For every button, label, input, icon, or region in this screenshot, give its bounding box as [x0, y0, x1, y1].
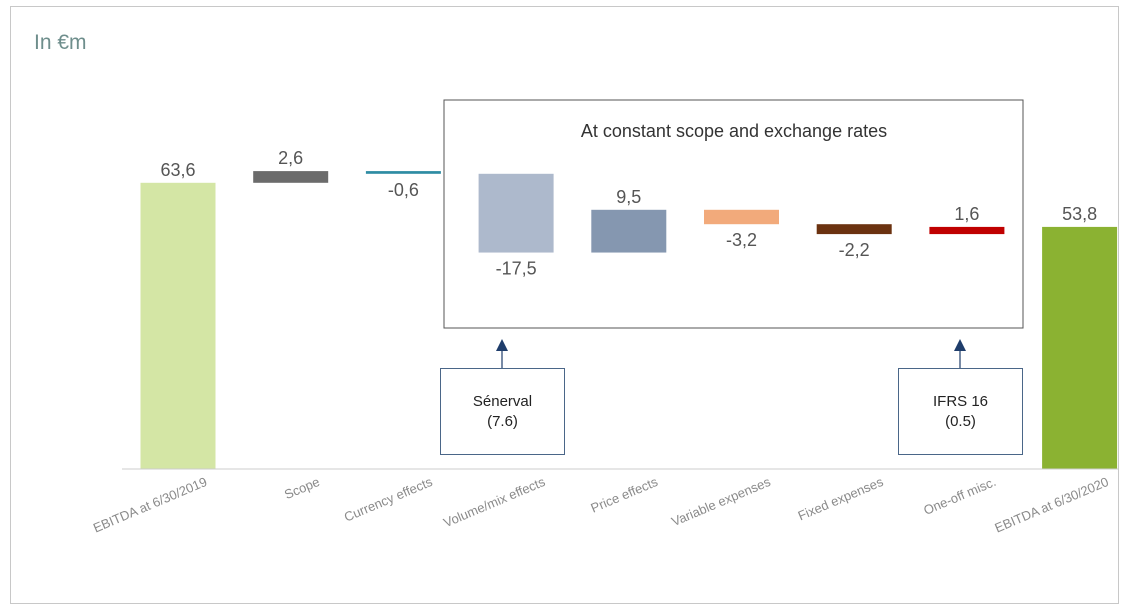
callout-ifrs16-value: (0.5) [945, 412, 976, 430]
value-label-1: 2,6 [278, 148, 303, 168]
bar-6 [816, 224, 892, 235]
callout-senerval: Sénerval (7.6) [440, 368, 565, 455]
callout-ifrs16-name: IFRS 16 [932, 392, 989, 410]
callout-senerval-value: (7.6) [487, 412, 518, 430]
x-tick-label-3: Volume/mix effects [441, 474, 548, 531]
bar-1 [253, 171, 329, 183]
x-tick-label-5: Variable expenses [669, 474, 773, 529]
value-label-2: -0,6 [388, 180, 419, 200]
bar-8 [1042, 226, 1118, 469]
chart-frame [10, 6, 1119, 604]
value-label-5: -3,2 [726, 230, 757, 250]
bar-2 [365, 171, 441, 174]
value-label-6: -2,2 [839, 240, 870, 260]
value-label-8: 53,8 [1062, 204, 1097, 224]
callout-senerval-name: Sénerval [472, 392, 533, 410]
ticks-layer: EBITDA at 6/30/2019 Scope Currency effects… [91, 474, 1111, 536]
value-label-3: -17,5 [496, 259, 537, 279]
bar-5 [704, 209, 779, 225]
value-label-4: 9,5 [616, 187, 641, 207]
x-tick-label-6: Fixed expenses [796, 474, 886, 524]
arrow-up-icon [954, 339, 966, 351]
arrow-senerval [496, 339, 508, 368]
constant-scope-box-title: At constant scope and exchange rates [581, 121, 887, 141]
bar-4 [591, 209, 667, 253]
value-label-0: 63,6 [160, 160, 195, 180]
callout-ifrs16: IFRS 16 (0.5) [898, 368, 1023, 455]
x-tick-label-1: Scope [282, 474, 322, 502]
bars-layer [140, 171, 1118, 470]
x-tick-label-8: EBITDA at 6/30/2020 [992, 474, 1110, 536]
x-tick-label-7: One-off misc. [921, 474, 998, 518]
unit-label: In €m [34, 31, 87, 54]
x-tick-label-4: Price effects [588, 474, 660, 516]
x-tick-label-2: Currency effects [342, 474, 435, 525]
bar-0 [140, 182, 216, 470]
bar-7 [929, 226, 1005, 235]
arrow-up-icon [496, 339, 508, 351]
bar-3 [478, 173, 554, 253]
labels-layer: 63,6 2,6 -0,6 -17,5 9,5 -3,2 -2,2 1,6 53,8 [160, 148, 1097, 278]
value-label-7: 1,6 [954, 204, 979, 224]
constant-scope-box [443, 99, 1024, 329]
arrow-ifrs [954, 339, 966, 368]
x-tick-label-0: EBITDA at 6/30/2019 [91, 474, 209, 536]
